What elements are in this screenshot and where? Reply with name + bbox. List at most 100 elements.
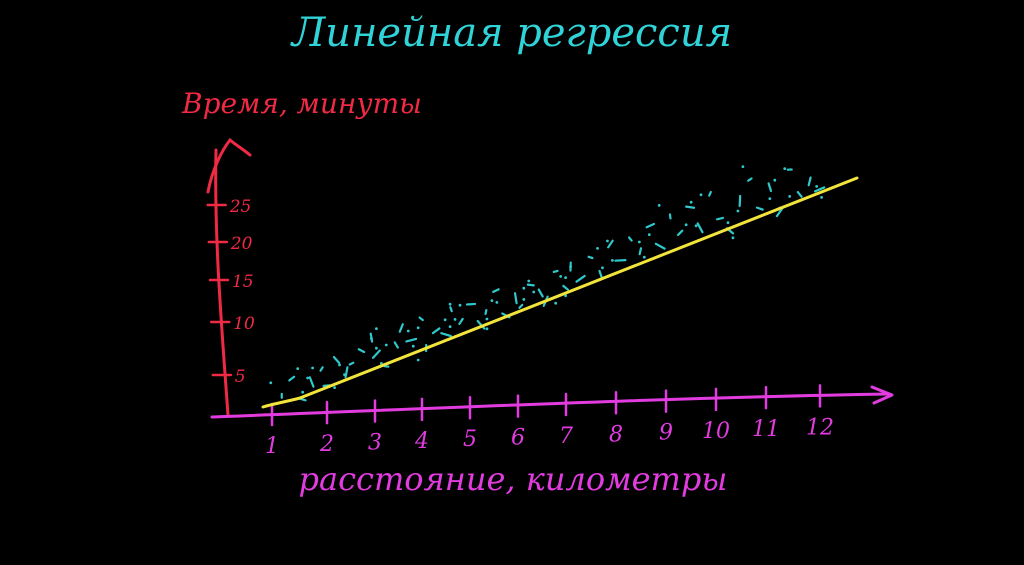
x-tick-label: 4 bbox=[414, 429, 429, 454]
data-point bbox=[374, 346, 378, 350]
data-point bbox=[575, 274, 586, 283]
y-tick: 10 bbox=[209, 314, 255, 334]
data-point bbox=[598, 269, 603, 278]
data-point bbox=[684, 223, 688, 227]
x-tick-label: 9 bbox=[659, 421, 673, 446]
data-point bbox=[569, 265, 572, 269]
data-point bbox=[638, 247, 643, 256]
data-point bbox=[357, 348, 366, 354]
data-point bbox=[269, 381, 273, 385]
data-point bbox=[554, 301, 558, 305]
data-point bbox=[645, 222, 656, 229]
x-tick: 5 bbox=[463, 395, 477, 452]
data-point bbox=[406, 329, 410, 333]
x-tick: 11 bbox=[752, 385, 780, 442]
data-point bbox=[741, 165, 745, 169]
x-axis: 1 2 3 4 5 6 7 8 9 10 11 12 bbox=[210, 384, 894, 459]
data-point bbox=[768, 197, 772, 201]
x-tick-label: 6 bbox=[511, 426, 525, 451]
x-tick-label: 8 bbox=[609, 422, 623, 447]
data-point bbox=[449, 306, 453, 313]
data-point bbox=[627, 236, 633, 242]
data-point bbox=[654, 242, 666, 250]
x-tick: 12 bbox=[806, 384, 834, 440]
data-point bbox=[492, 288, 500, 293]
y-tick-label: 25 bbox=[229, 197, 252, 217]
data-point bbox=[338, 363, 341, 367]
data-point bbox=[522, 298, 526, 301]
data-point bbox=[773, 178, 777, 182]
data-point bbox=[369, 332, 374, 343]
data-point bbox=[398, 323, 404, 333]
data-point bbox=[559, 275, 563, 278]
data-point bbox=[796, 190, 803, 198]
data-point bbox=[596, 247, 599, 250]
data-point bbox=[611, 259, 614, 262]
x-tick-label: 1 bbox=[265, 434, 279, 459]
y-axis-label: Время, минуты bbox=[181, 87, 422, 120]
data-point bbox=[393, 341, 399, 349]
data-point bbox=[485, 317, 489, 321]
data-point bbox=[696, 222, 704, 234]
y-tick-label: 15 bbox=[232, 272, 254, 292]
data-point bbox=[606, 239, 609, 243]
data-point bbox=[458, 303, 462, 307]
data-point bbox=[552, 269, 559, 273]
data-point bbox=[736, 209, 740, 213]
data-point bbox=[587, 255, 594, 260]
data-point bbox=[537, 288, 544, 298]
x-tick: 9 bbox=[659, 389, 673, 446]
data-point bbox=[458, 317, 464, 326]
data-point bbox=[601, 266, 604, 270]
x-tick-label: 12 bbox=[806, 415, 834, 440]
data-point bbox=[685, 205, 696, 209]
data-point bbox=[308, 376, 315, 388]
data-point bbox=[755, 206, 764, 211]
regression-line bbox=[261, 176, 859, 409]
x-tick-label: 10 bbox=[702, 419, 730, 444]
data-point bbox=[562, 284, 570, 291]
data-point bbox=[676, 229, 684, 237]
data-point bbox=[405, 337, 418, 343]
data-point bbox=[448, 302, 452, 306]
data-point bbox=[767, 182, 773, 193]
data-point bbox=[526, 283, 535, 287]
data-point bbox=[564, 294, 568, 298]
data-point bbox=[513, 292, 518, 305]
x-tick: 3 bbox=[368, 399, 382, 455]
data-point bbox=[726, 221, 730, 225]
data-point bbox=[484, 308, 488, 316]
x-tick: 8 bbox=[609, 391, 623, 447]
data-point bbox=[788, 195, 792, 198]
data-point bbox=[647, 233, 651, 237]
data-point bbox=[708, 190, 712, 197]
data-point bbox=[527, 279, 531, 283]
data-point bbox=[614, 259, 627, 262]
data-point bbox=[416, 326, 420, 330]
data-point bbox=[813, 186, 826, 193]
data-point bbox=[532, 290, 536, 294]
data-point bbox=[343, 373, 346, 376]
x-tick-label: 7 bbox=[559, 424, 573, 449]
data-point bbox=[296, 367, 300, 370]
data-point bbox=[301, 390, 305, 394]
data-point bbox=[747, 177, 753, 182]
data-point bbox=[411, 344, 415, 348]
data-point bbox=[783, 167, 787, 171]
data-point bbox=[448, 325, 452, 328]
data-point bbox=[416, 358, 420, 362]
chart-title: Линейная регрессия bbox=[290, 10, 732, 56]
data-point bbox=[490, 299, 494, 302]
data-point bbox=[443, 318, 447, 322]
data-point bbox=[731, 236, 735, 240]
data-point bbox=[668, 213, 672, 220]
y-tick-label: 5 bbox=[235, 367, 246, 387]
data-point bbox=[332, 355, 341, 365]
data-point bbox=[657, 204, 661, 207]
data-point bbox=[311, 366, 314, 370]
x-axis-label: расстояние, километры bbox=[299, 460, 728, 498]
x-tick: 6 bbox=[511, 394, 525, 451]
data-point bbox=[699, 193, 703, 197]
data-point bbox=[495, 301, 499, 304]
